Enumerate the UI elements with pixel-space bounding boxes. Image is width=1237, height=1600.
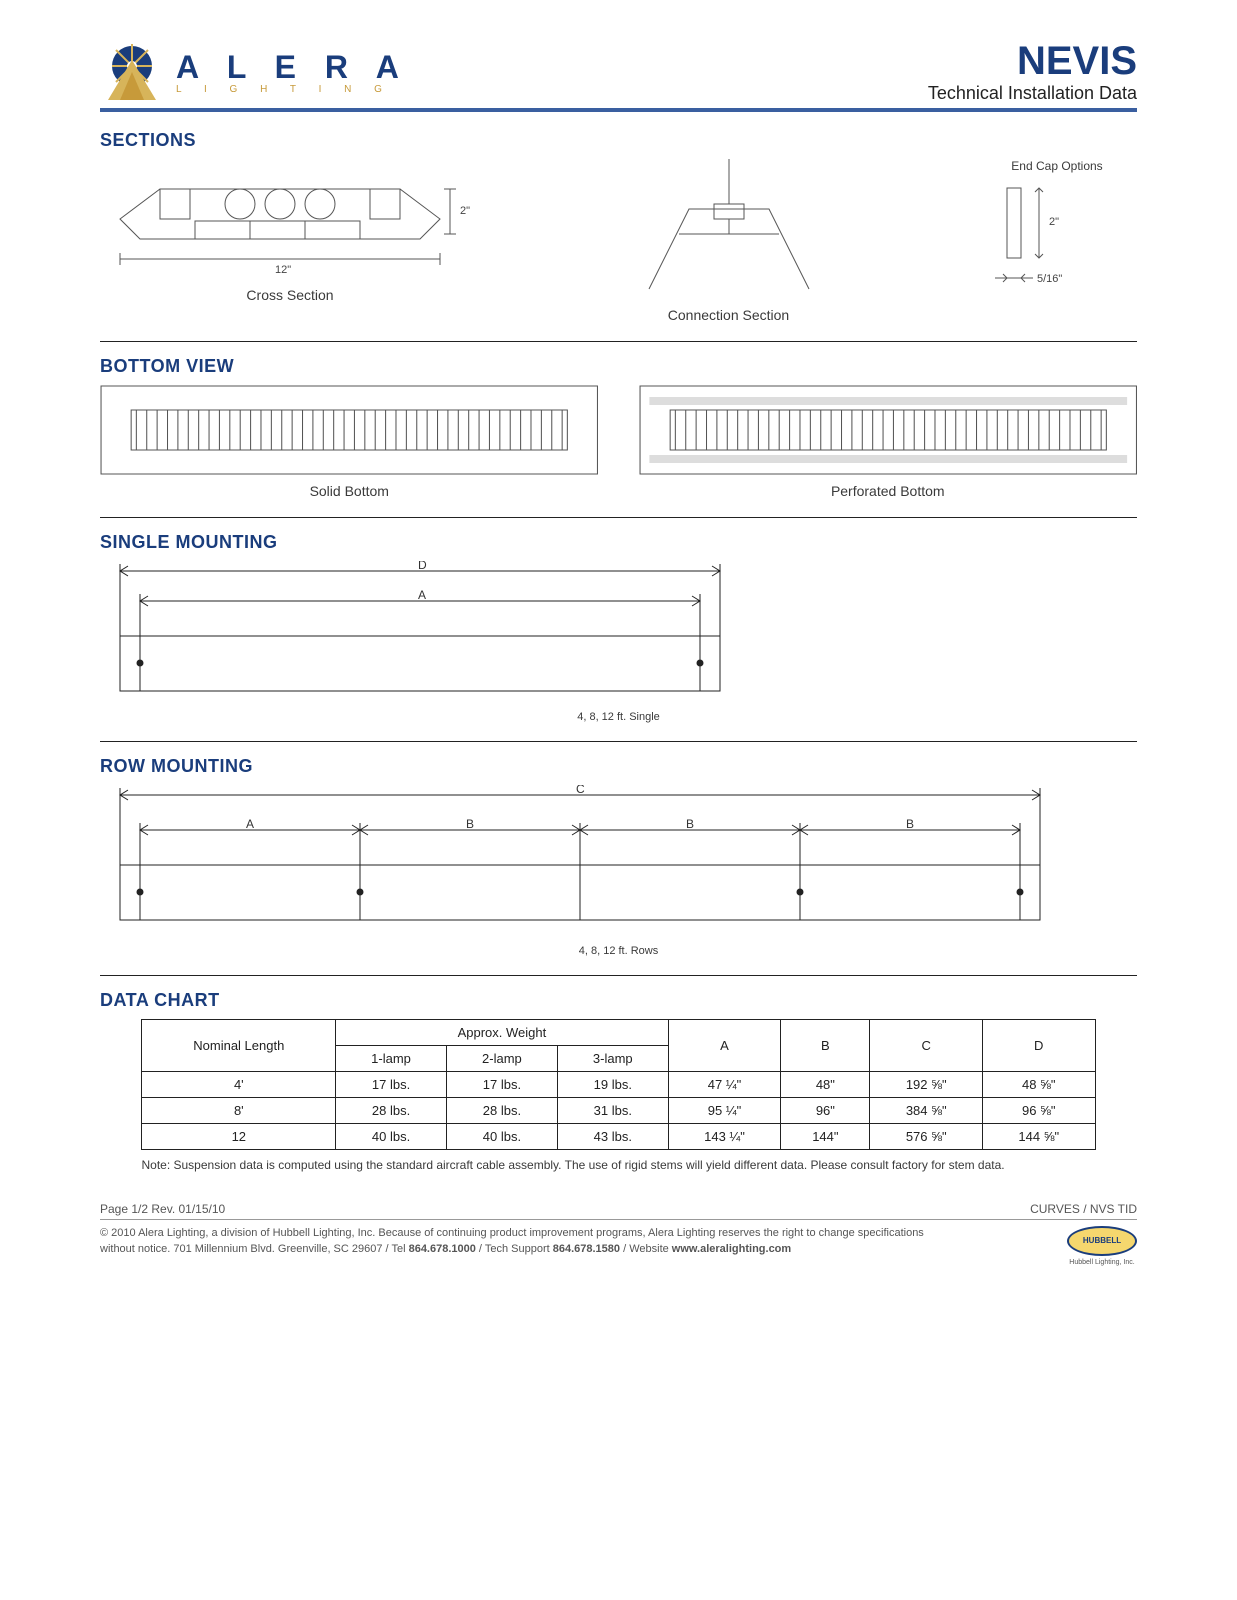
connection-section-diagram: Connection Section: [619, 159, 839, 323]
brand-logo: A L E R A L I G H T I N G: [100, 40, 409, 104]
perforated-bottom-label: Perforated Bottom: [639, 483, 1138, 499]
section-chart-title: DATA CHART: [100, 990, 1137, 1011]
row-caption: 4, 8, 12 ft. Rows: [100, 945, 1137, 957]
col-3lamp: 3-lamp: [557, 1046, 668, 1072]
chart-note: Note: Suspension data is computed using …: [141, 1158, 1095, 1172]
svg-text:2": 2": [1049, 216, 1059, 228]
col-2lamp: 2-lamp: [446, 1046, 557, 1072]
page-number: Page 1/2 Rev. 01/15/10: [100, 1202, 225, 1216]
product-title: NEVIS: [928, 41, 1137, 81]
hubbell-logo: HUBBELL Hubbell Lighting, Inc.: [1067, 1226, 1137, 1268]
svg-text:A: A: [246, 817, 254, 831]
row-mounting-diagram: C A B B B 4, 8, 12 ft. Rows: [100, 785, 1137, 957]
endcap-title: End Cap Options: [977, 159, 1137, 173]
cross-section-diagram: 2" 12" Cross Section: [100, 159, 480, 303]
section-single-title: SINGLE MOUNTING: [100, 532, 1137, 553]
svg-text:A: A: [418, 588, 426, 602]
single-caption: 4, 8, 12 ft. Single: [100, 711, 1137, 723]
brand-name: A L E R A: [176, 49, 409, 86]
endcap-diagram: End Cap Options 2" 5/16": [977, 159, 1137, 293]
svg-text:5/16": 5/16": [1037, 273, 1062, 285]
svg-text:D: D: [418, 561, 427, 572]
separator: [100, 517, 1137, 518]
table-row: 4'17 lbs.17 lbs.19 lbs.47 ¼"48"192 ⅝"48 …: [142, 1072, 1095, 1098]
page-subtitle: Technical Installation Data: [928, 83, 1137, 104]
solid-bottom-diagram: Solid Bottom: [100, 385, 599, 499]
svg-text:2": 2": [460, 205, 470, 217]
section-bottom-title: BOTTOM VIEW: [100, 356, 1137, 377]
svg-text:B: B: [906, 817, 914, 831]
col-nominal: Nominal Length: [142, 1020, 336, 1072]
col-1lamp: 1-lamp: [336, 1046, 447, 1072]
col-weight: Approx. Weight: [336, 1020, 669, 1046]
svg-text:B: B: [686, 817, 694, 831]
svg-text:C: C: [576, 785, 585, 796]
section-row-title: ROW MOUNTING: [100, 756, 1137, 777]
brand-sub: L I G H T I N G: [176, 84, 409, 95]
data-chart-table: Nominal Length Approx. Weight A B C D 1-…: [141, 1019, 1095, 1150]
table-row: 8'28 lbs.28 lbs.31 lbs.95 ¼"96"384 ⅝"96 …: [142, 1098, 1095, 1124]
separator: [100, 975, 1137, 976]
section-sections-title: SECTIONS: [100, 130, 1137, 151]
col-c: C: [870, 1020, 983, 1072]
svg-text:12": 12": [275, 264, 291, 276]
doc-code: CURVES / NVS TID: [1030, 1202, 1137, 1216]
svg-text:B: B: [466, 817, 474, 831]
header-rule: [100, 108, 1137, 112]
table-row: 1240 lbs.40 lbs.43 lbs.143 ¼"144"576 ⅝"1…: [142, 1124, 1095, 1150]
cross-section-label: Cross Section: [100, 287, 480, 303]
solid-bottom-label: Solid Bottom: [100, 483, 599, 499]
col-a: A: [668, 1020, 781, 1072]
single-mounting-diagram: D A 4, 8, 12 ft. Single: [100, 561, 1137, 723]
separator: [100, 741, 1137, 742]
separator: [100, 341, 1137, 342]
perforated-bottom-diagram: Perforated Bottom: [639, 385, 1138, 499]
connection-section-label: Connection Section: [619, 307, 839, 323]
col-d: D: [982, 1020, 1095, 1072]
logo-icon: [100, 40, 164, 104]
col-b: B: [781, 1020, 870, 1072]
copyright: © 2010 Alera Lighting, a division of Hub…: [100, 1226, 1067, 1258]
